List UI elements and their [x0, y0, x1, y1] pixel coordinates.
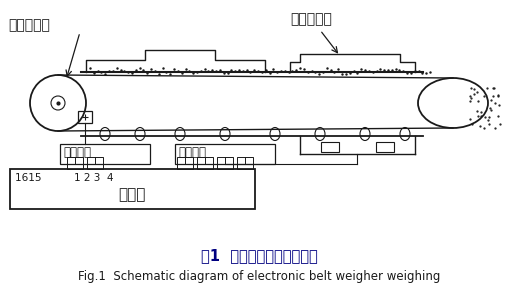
- Bar: [78, 111, 92, 123]
- Bar: [376, 142, 394, 152]
- Bar: [10, 169, 255, 209]
- Bar: [175, 144, 275, 164]
- Bar: [321, 142, 339, 152]
- Bar: [67, 157, 83, 169]
- Bar: [197, 157, 213, 169]
- Text: 图1  电子皮带秤稱重原理图: 图1 电子皮带秤稱重原理图: [201, 248, 318, 263]
- Bar: [217, 157, 233, 169]
- Text: 1615          1 2 3  4: 1615 1 2 3 4: [15, 173, 114, 183]
- Text: Fig.1  Schematic diagram of electronic belt weigher weighing: Fig.1 Schematic diagram of electronic be…: [78, 270, 440, 283]
- Bar: [237, 157, 253, 169]
- Text: 速度信号: 速度信号: [63, 146, 91, 159]
- Text: 称重传感器: 称重传感器: [290, 12, 332, 26]
- Text: 积算仪: 积算仪: [118, 188, 146, 202]
- Bar: [177, 157, 193, 169]
- Text: 测速传感器: 测速传感器: [8, 18, 50, 32]
- Text: 称重信号: 称重信号: [178, 146, 206, 159]
- Bar: [87, 157, 103, 169]
- Bar: [60, 144, 150, 164]
